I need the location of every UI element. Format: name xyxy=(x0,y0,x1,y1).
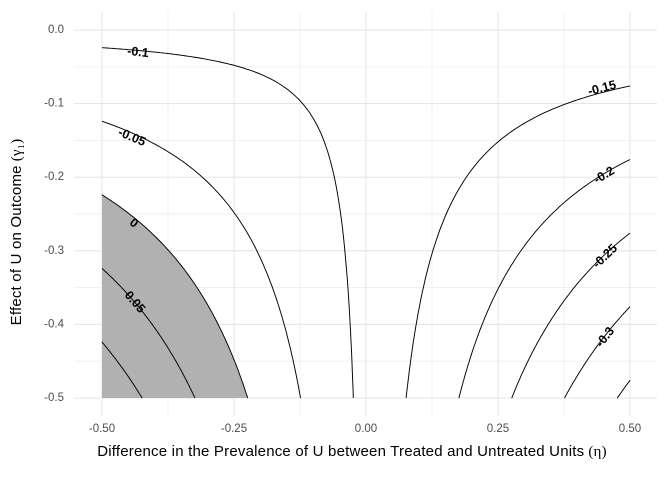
x-axis-title: Difference in the Prevalence of U betwee… xyxy=(97,443,607,461)
contour-label--0.05: -0.05 xyxy=(116,125,148,149)
contour-line--0.25 xyxy=(511,232,631,399)
contour-label--0.3: -0.3 xyxy=(593,324,617,350)
y-axis-title: Effect of U on Outcome (γ₁) xyxy=(8,139,26,326)
contour-line--0.15 xyxy=(405,85,631,399)
contour-line-0.05 xyxy=(101,268,196,399)
x-axis-title-text: Difference in the Prevalence of U betwee… xyxy=(97,443,585,460)
y-tick-label: -0.1 xyxy=(44,98,64,110)
contour-line--0.2 xyxy=(458,159,631,399)
y-tick-label: -0.2 xyxy=(44,171,64,183)
x-tick-label: 0.50 xyxy=(619,423,641,435)
contour-label--0.1: -0.1 xyxy=(127,44,150,60)
y-tick-label: -0.3 xyxy=(44,245,64,257)
contour-label--0.25: -0.25 xyxy=(590,241,620,271)
y-tick-label: -0.5 xyxy=(44,392,64,404)
x-axis-title-symbol: (η) xyxy=(588,444,607,460)
shaded-region-adjusted-effect-positive xyxy=(102,194,248,398)
y-tick-label: -0.4 xyxy=(44,318,64,330)
contour-line--0.3 xyxy=(564,306,631,399)
y-axis-title-symbol: (γ₁) xyxy=(9,138,25,162)
x-tick-label: -0.50 xyxy=(89,423,115,435)
contour-line--0.05 xyxy=(101,120,301,399)
contour-line-0 xyxy=(101,194,249,399)
x-tick-label: -0.25 xyxy=(221,423,247,435)
y-axis-title-text: Effect of U on Outcome xyxy=(8,165,25,326)
contour-label--0.15: -0.15 xyxy=(586,78,617,99)
contour-line--0.1 xyxy=(101,47,354,398)
y-tick-label: 0.0 xyxy=(48,24,64,36)
contour-label--0.2: -0.2 xyxy=(591,163,617,186)
x-tick-label: 0.00 xyxy=(355,423,377,435)
x-tick-label: 0.25 xyxy=(487,423,509,435)
contour-line-0.1 xyxy=(101,341,143,399)
contour-line--0.35 xyxy=(616,379,631,399)
